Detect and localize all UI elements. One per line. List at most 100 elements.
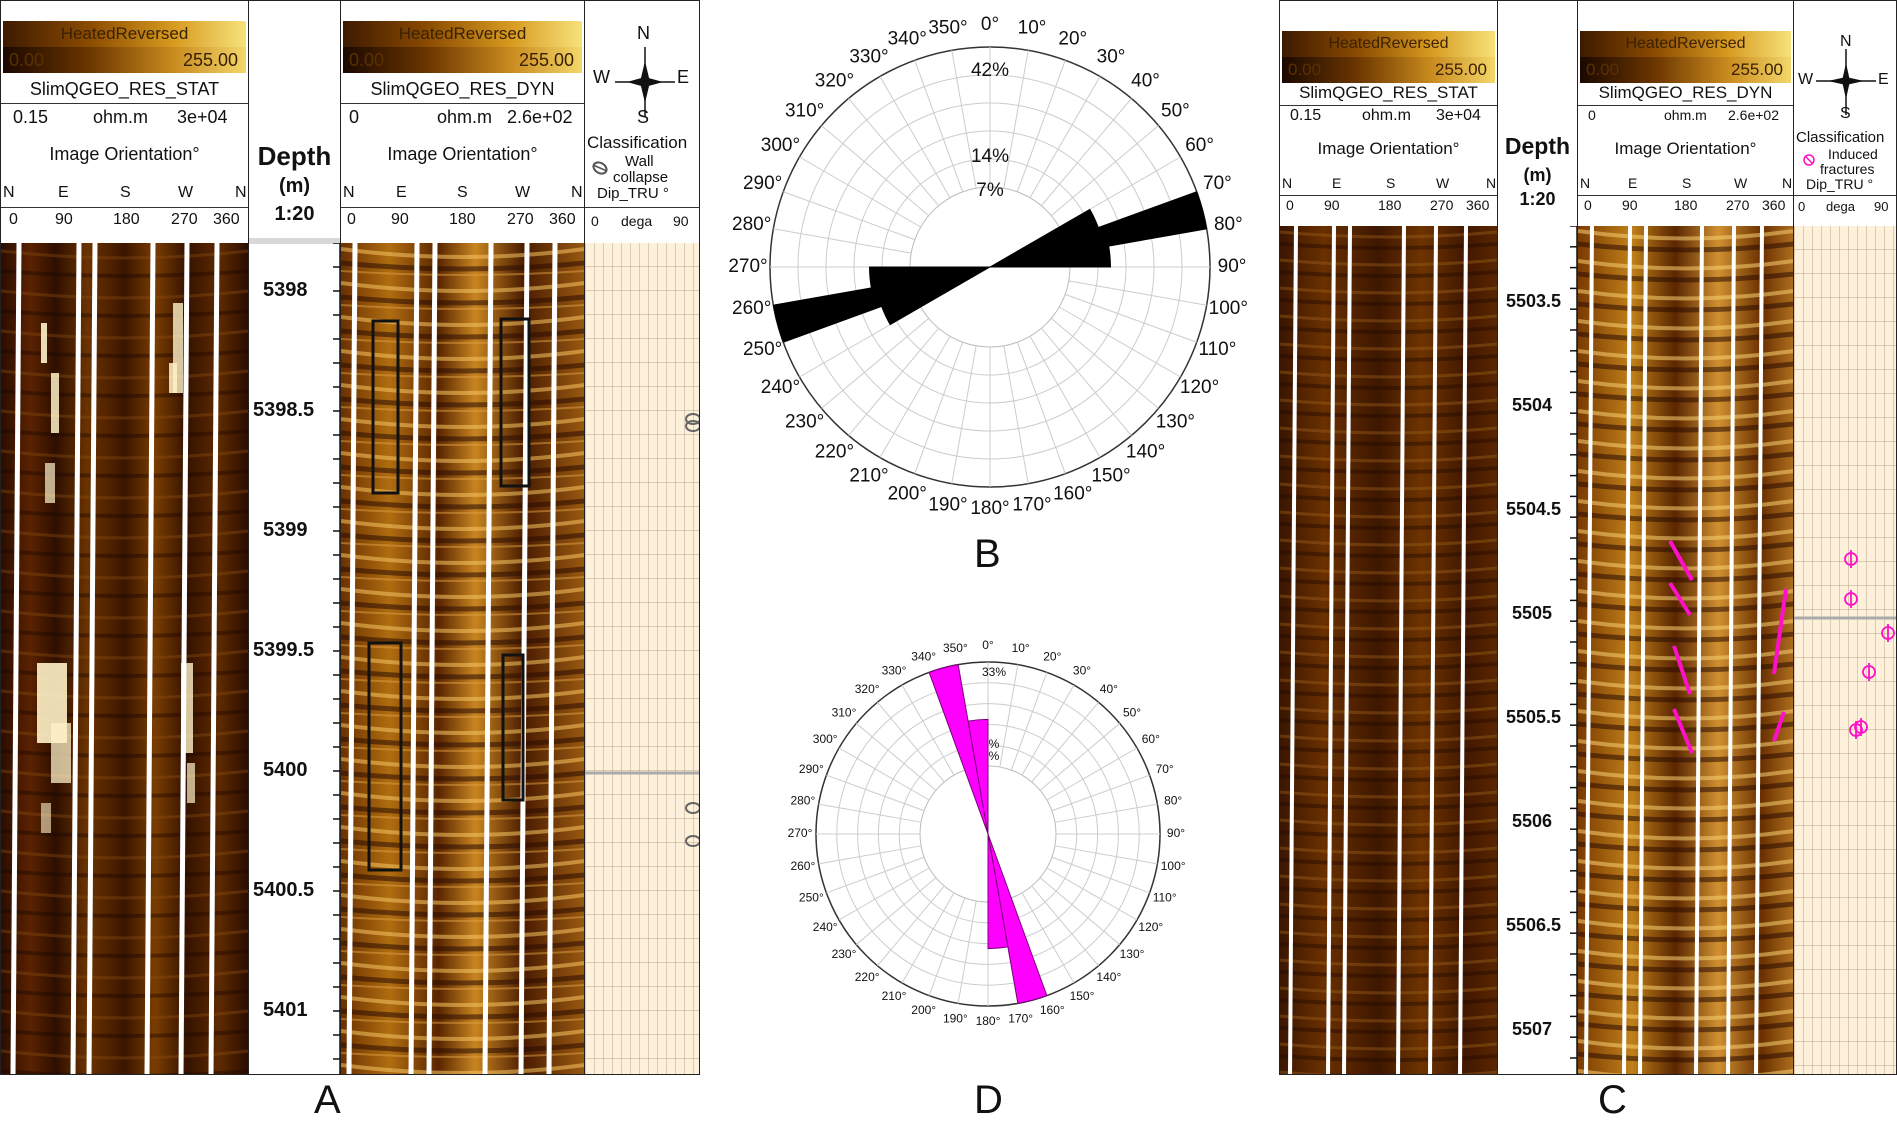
rose-angle-label: 260° [790, 859, 815, 873]
rose-angle-label: 140° [1126, 441, 1165, 462]
rose-spoke [1046, 867, 1138, 921]
depth-unit: (m) [1523, 165, 1552, 185]
rose-spoke [838, 747, 930, 801]
panel-label-d: D [974, 1078, 1003, 1122]
classification-title: Classification [1796, 129, 1885, 146]
log-panel-c: HeatedReversed 0.00 255.00 SlimQGEO_RES_… [1279, 0, 1897, 1075]
rose-angle-label: 20° [1043, 650, 1061, 664]
depth-scale: 1:20 [274, 203, 315, 225]
rose-angle-label: 300° [813, 732, 838, 746]
dip-tick-90: 90 [673, 213, 689, 229]
tick-180: 180 [1674, 197, 1698, 213]
legend-line1: Induced [1828, 146, 1878, 162]
dyn-track-a: HeatedReversed 0.00 255.00 SlimQGEO_RES_… [341, 1, 585, 1074]
rose-angle-label: 260° [732, 298, 771, 319]
rose-spoke [1031, 885, 1099, 967]
rose-spoke [773, 228, 912, 254]
tick-180: 180 [1378, 197, 1402, 213]
rose-spoke [1039, 877, 1121, 945]
rose-spoke [1050, 125, 1159, 216]
rose-spoke [1054, 845, 1158, 865]
rose-angle-label: 180° [976, 1014, 1001, 1028]
legend-line2: collapse [613, 169, 669, 186]
depth-5400-5: 5400.5 [253, 879, 315, 901]
dip-track-c: N W E S Classification Induced fractures… [1794, 1, 1896, 1074]
dir-e: E [396, 184, 407, 201]
rose-spoke [1029, 336, 1101, 458]
induced-fracture-traces-c [1668, 540, 1788, 754]
tick-360: 360 [1466, 197, 1490, 213]
dip-tick-unit: dega [621, 213, 653, 229]
dir-n2: N [235, 184, 247, 201]
scale-unit: ohm.m [93, 107, 149, 127]
rose-spoke [957, 900, 977, 1004]
dir-w: W [1734, 175, 1748, 191]
wall-collapse-legend-icon [592, 161, 608, 175]
tick-90: 90 [391, 211, 409, 228]
rose-spoke [877, 885, 945, 967]
depth-5507: 5507 [1512, 1019, 1553, 1039]
dir-n2: N [1486, 175, 1497, 191]
panel-label-c: C [1598, 1078, 1627, 1122]
dip-tick-90: 90 [1874, 199, 1889, 214]
rose-spoke [914, 342, 964, 474]
scale-max: 2.6e+02 [1728, 107, 1779, 123]
tick-270: 270 [507, 211, 534, 228]
depth-track-c: Depth (m) 1:20 5503.5 5504 5504.5 5505 5… [1498, 1, 1578, 1074]
rose-spoke [1003, 50, 1029, 189]
rose-angle-label: 70° [1156, 762, 1174, 776]
rose-angle-label: 0° [982, 638, 994, 652]
rose-angle-label: 110° [1153, 890, 1177, 904]
rose-spoke [1039, 723, 1121, 791]
depth-5503-5: 5503.5 [1506, 291, 1562, 311]
dip-tick-0: 0 [1798, 199, 1806, 214]
dip-tick-unit: dega [1826, 199, 1855, 214]
tick-270: 270 [1430, 197, 1454, 213]
dynamic-image-c [1578, 225, 1793, 1074]
rose-petal [928, 664, 989, 835]
rose-spoke [818, 803, 922, 823]
rose-angle-label: 90° [1218, 256, 1247, 277]
depth-unit: (m) [278, 175, 311, 197]
rose-angle-label: 340° [888, 29, 927, 50]
compass-w: W [593, 67, 610, 87]
rose-petal [772, 266, 991, 343]
rose-ring-label: 42% [971, 60, 1009, 81]
rose-angle-label: 30° [1073, 663, 1091, 677]
dip-track-a: N W E S Classification Wall collapse Dip… [585, 1, 699, 1074]
depth-track-a: Depth (m) 1:20 5398 5398.5 5399 5399.5 5… [249, 1, 341, 1074]
rose-spoke [1031, 701, 1099, 783]
stat-track-c: HeatedReversed 0.00 255.00 SlimQGEO_RES_… [1280, 1, 1498, 1074]
rose-angle-label: 180° [970, 498, 1009, 519]
rose-angle-label: 190° [928, 494, 967, 515]
rose-angle-label: 20° [1058, 29, 1087, 50]
tick-0: 0 [9, 211, 18, 228]
rose-spoke [1010, 672, 1048, 771]
rose-angle-label: 110° [1198, 339, 1236, 360]
rose-angle-label: 160° [1053, 483, 1092, 504]
rose-spoke [821, 125, 930, 216]
rose-angle-label: 120° [1180, 377, 1219, 398]
compass-n: N [1840, 33, 1852, 50]
dir-n: N [343, 184, 355, 201]
rose-angle-label: 250° [799, 890, 824, 904]
rose-spoke [1051, 774, 1150, 812]
scale-max: 3e+04 [1436, 107, 1481, 124]
rose-spoke [901, 684, 955, 776]
scale-unit: ohm.m [1362, 107, 1411, 124]
rose-spoke [951, 50, 977, 189]
rose-spoke [1050, 318, 1159, 409]
dip-plot-a [585, 243, 699, 1074]
log-panel-a: HeatedReversed 0.00 255.00 SlimQGEO_RES_… [0, 0, 700, 1075]
tick-0: 0 [347, 211, 356, 228]
rose-angle-label: 230° [785, 412, 824, 433]
rose-spoke [826, 856, 925, 894]
palette-range: 0.00 255.00 [1282, 57, 1495, 83]
panel-label-b: B [974, 532, 1001, 576]
rose-angle-label: 320° [815, 71, 854, 92]
rose-angle-label: 290° [743, 173, 782, 194]
depth-5506-5: 5506.5 [1506, 915, 1562, 935]
rose-ring-label: % [989, 749, 1000, 763]
rose-angle-label: 10° [1012, 641, 1030, 655]
scale-min: 0 [1588, 107, 1596, 123]
